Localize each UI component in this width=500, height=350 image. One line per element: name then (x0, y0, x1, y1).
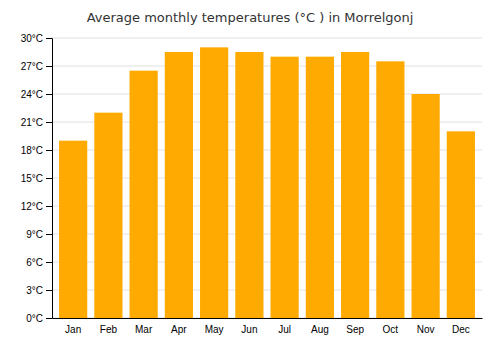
bars (59, 47, 475, 318)
x-tick-label: May (205, 324, 224, 335)
bar (341, 52, 369, 318)
y-axis: 0°C 3°C 6°C 9°C 12°C 15°C 18°C 21°C 24°C 27°C 30°C (21, 33, 53, 324)
x-tick-label: Nov (417, 324, 435, 335)
y-tick-mark (46, 206, 52, 207)
x-tick: Feb (100, 324, 118, 335)
x-tick-label: Feb (100, 324, 118, 335)
y-tick: 27°C (21, 61, 52, 72)
x-tick: Mar (135, 324, 153, 335)
x-tick-label: Sep (346, 324, 364, 335)
y-tick-label: 24°C (21, 89, 43, 100)
chart: 0°C 3°C 6°C 9°C 12°C 15°C 18°C 21°C 24°C 27°C 30°C… (0, 0, 500, 350)
y-tick: 30°C (21, 33, 52, 44)
bar (235, 52, 263, 318)
x-tick: Nov (417, 324, 435, 335)
y-tick: 12°C (21, 201, 52, 212)
y-tick: 18°C (21, 145, 52, 156)
x-tick: Jan (65, 324, 81, 335)
bar (59, 141, 87, 318)
y-tick-label: 18°C (21, 145, 43, 156)
x-tick-label: Oct (383, 324, 399, 335)
y-tick-mark (46, 94, 52, 95)
y-axis-line (46, 39, 53, 319)
grid-line (52, 38, 482, 39)
y-tick-mark (46, 178, 52, 179)
y-tick-label: 30°C (21, 33, 43, 44)
x-tick: Dec (452, 324, 470, 335)
title: Average monthly temperatures (°C ) in Mo… (87, 10, 414, 25)
y-tick: 21°C (21, 117, 52, 128)
bar (306, 57, 334, 318)
x-tick: May (205, 324, 224, 335)
y-tick: 9°C (26, 229, 52, 240)
y-tick-label: 3°C (26, 285, 43, 296)
x-tick-label: Dec (452, 324, 470, 335)
y-tick-mark (46, 122, 52, 123)
bar (165, 52, 193, 318)
x-axis: Jan Feb Mar Apr May Jun Jul Aug Sep Oct Nov Dec (53, 319, 483, 336)
y-tick-label: 12°C (21, 201, 43, 212)
bar (447, 131, 475, 318)
grid-line (52, 66, 482, 67)
x-tick-label: Aug (311, 324, 329, 335)
x-tick: Aug (311, 324, 329, 335)
y-tick: 15°C (21, 173, 52, 184)
y-tick-mark (46, 38, 52, 39)
x-tick-label: Jan (65, 324, 81, 335)
bar (376, 61, 404, 318)
y-tick-label: 0°C (26, 313, 43, 324)
y-tick-label: 27°C (21, 61, 43, 72)
bar (412, 94, 440, 318)
x-axis-line (53, 318, 483, 319)
bar (94, 113, 122, 318)
y-tick: 6°C (26, 257, 52, 268)
x-tick-label: Jul (278, 324, 291, 335)
y-tick: 0°C (26, 313, 52, 324)
y-tick-label: 6°C (26, 257, 43, 268)
y-tick-label: 15°C (21, 173, 43, 184)
x-tick: Apr (171, 324, 187, 335)
x-tick: Jun (241, 324, 257, 335)
y-tick-mark (46, 318, 52, 319)
x-tick-label: Mar (135, 324, 153, 335)
bar (271, 57, 299, 318)
y-tick: 24°C (21, 89, 52, 100)
y-tick-mark (46, 234, 52, 235)
y-tick: 3°C (26, 285, 52, 296)
y-tick-label: 9°C (26, 229, 43, 240)
bar (130, 71, 158, 318)
x-tick: Sep (346, 324, 364, 335)
y-tick-mark (46, 66, 52, 67)
plot: 0°C 3°C 6°C 9°C 12°C 15°C 18°C 21°C 24°C 27°C 30°C… (21, 33, 483, 335)
bar (200, 47, 228, 318)
x-tick-label: Jun (241, 324, 257, 335)
x-tick: Oct (383, 324, 399, 335)
grid (52, 38, 482, 318)
y-tick-mark (46, 290, 52, 291)
y-tick-mark (46, 262, 52, 263)
x-tick: Jul (278, 324, 291, 335)
x-tick-label: Apr (171, 324, 187, 335)
y-tick-mark (46, 150, 52, 151)
y-tick-label: 21°C (21, 117, 43, 128)
